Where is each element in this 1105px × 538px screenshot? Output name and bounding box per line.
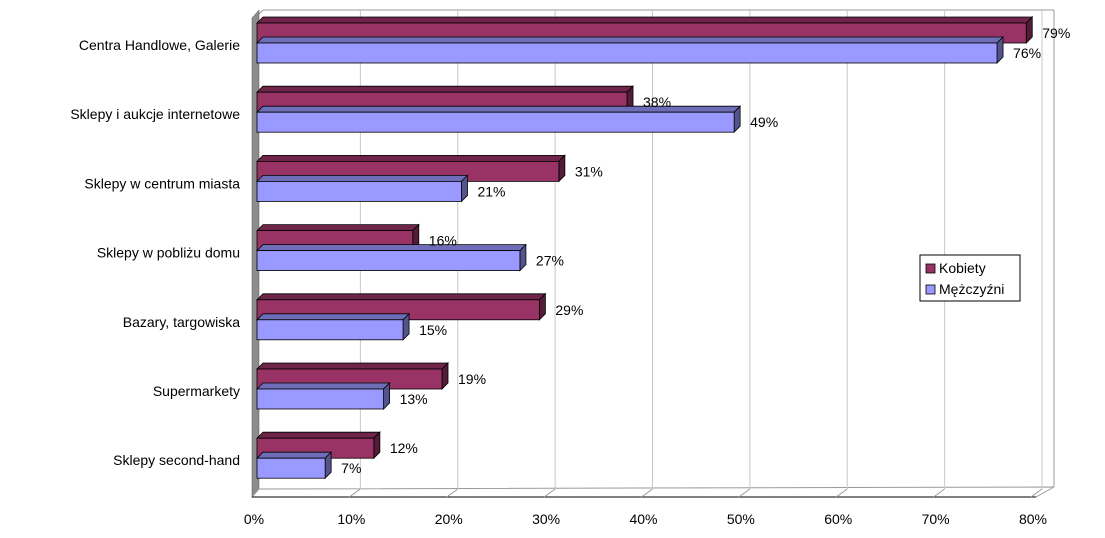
category-label: Sklepy w centrum miasta xyxy=(84,175,240,191)
x-axis-ticks: 0% 10% 20% 30% 40% 50% 60% 70% 80% xyxy=(244,511,1047,527)
floor-gridline xyxy=(349,488,361,498)
floor-gridline xyxy=(543,488,556,498)
x-tick-label: 70% xyxy=(922,511,950,527)
category-labels: Centra Handlowe, Galerie Sklepy i aukcje … xyxy=(70,37,240,468)
category-label: Supermarkety xyxy=(153,383,240,399)
floor-gridline xyxy=(738,488,751,498)
legend-swatch xyxy=(925,263,936,274)
bar xyxy=(256,105,742,134)
legend: Kobiety Mężczyźni xyxy=(919,254,1021,302)
x-tick-label: 60% xyxy=(824,511,852,527)
x-tick-label: 20% xyxy=(435,511,463,527)
value-labels: 79%76% 38% 49% 31% 21% 16% 27% 29% 15% 19% 13% 12% 7… xyxy=(341,25,1070,476)
bar xyxy=(256,451,333,480)
x-tick-label: 30% xyxy=(532,511,560,527)
x-tick-label: 80% xyxy=(1019,511,1047,527)
value-label: 38% xyxy=(643,94,671,110)
legend-swatch xyxy=(925,284,936,295)
value-label: 31% xyxy=(575,163,603,179)
floor-gridline xyxy=(835,488,848,498)
value-label: 15% xyxy=(419,322,447,338)
bar xyxy=(256,243,527,272)
floor-gridline xyxy=(641,488,653,498)
back-wall-top xyxy=(256,9,1054,17)
bar xyxy=(256,382,391,410)
floor-gridline xyxy=(1030,488,1043,498)
bars xyxy=(256,16,1034,480)
value-label: 12% xyxy=(390,440,418,456)
floor-gridline xyxy=(446,488,459,498)
x-tick-label: 40% xyxy=(629,511,657,527)
x-tick-label: 0% xyxy=(244,511,264,527)
bar xyxy=(256,36,1005,64)
category-label: Centra Handlowe, Galerie xyxy=(79,37,240,53)
x-tick-label: 50% xyxy=(727,511,755,527)
value-label: 29% xyxy=(555,302,583,318)
value-label: 79% xyxy=(1042,25,1070,41)
value-label: 76% xyxy=(1013,45,1041,61)
category-label: Bazary, targowiska xyxy=(123,314,240,330)
value-label: 49% xyxy=(750,114,778,130)
legend-label: Mężczyźni xyxy=(939,281,1004,297)
x-tick-label: 10% xyxy=(337,511,365,527)
value-label: 7% xyxy=(341,460,361,476)
value-label: 21% xyxy=(477,183,505,199)
legend-box xyxy=(919,254,1021,302)
value-label: 13% xyxy=(400,391,428,407)
legend-label: Kobiety xyxy=(939,260,986,276)
floor-gridline xyxy=(933,488,945,498)
category-label: Sklepy i aukcje internetowe xyxy=(70,106,240,122)
bar xyxy=(256,174,469,203)
category-label: Sklepy second-hand xyxy=(113,452,240,468)
value-label: 19% xyxy=(458,371,486,387)
value-label: 27% xyxy=(536,253,564,269)
bar xyxy=(256,312,411,341)
category-label: Sklepy w pobliżu domu xyxy=(97,245,240,261)
value-label: 16% xyxy=(429,233,457,249)
